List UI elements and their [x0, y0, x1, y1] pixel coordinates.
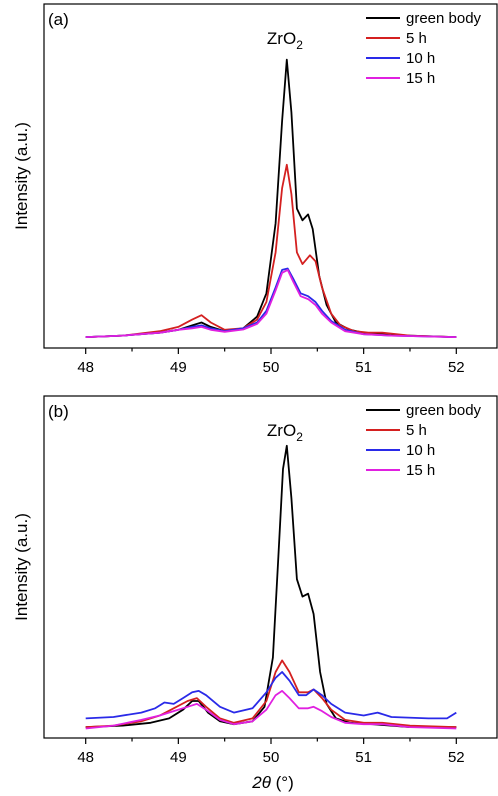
panel-label: (a) [48, 10, 69, 29]
series-line-10-h [85, 671, 457, 720]
peak-annotation: ZrO2 [267, 421, 303, 444]
series-line-5-h [85, 163, 457, 338]
series-line-green-body [85, 444, 457, 728]
x-axis-title: 2θ (°) [251, 773, 294, 792]
panel-a: 48 49 50 51 52 Intensity (a.u.) (a) ZrO2 green b… [12, 3, 498, 376]
series-line-15-h [85, 690, 457, 730]
y-axis-title: Intensity (a.u.) [12, 122, 31, 230]
series-line-green-body [85, 58, 457, 338]
x-axis-unit: (°) [271, 773, 294, 792]
peak-annotation: ZrO2 [267, 29, 303, 52]
y-axis-title: Intensity (a.u.) [12, 513, 31, 621]
x-tick-label: 51 [355, 749, 372, 766]
x-tick-label: 49 [170, 749, 187, 766]
legend-label: 10 h [406, 50, 435, 67]
legend-label: 15 h [406, 462, 435, 479]
panel-b: 48 49 50 51 52 Intensity (a.u.) (b) ZrO2 green b… [12, 395, 498, 766]
x-tick-label: 51 [355, 359, 372, 376]
x-tick-label: 50 [263, 359, 280, 376]
legend-label: 15 h [406, 70, 435, 87]
x-tick-label: 52 [448, 359, 465, 376]
series-line-5-h [85, 659, 457, 728]
legend-label: 10 h [406, 442, 435, 459]
x-axis-symbol: 2θ [251, 773, 271, 792]
legend-label: green body [406, 402, 482, 419]
legend-label: 5 h [406, 30, 427, 47]
x-tick-label: 48 [77, 359, 94, 376]
panel-label: (b) [48, 402, 69, 421]
legend-label: 5 h [406, 422, 427, 439]
series-line-10-h [85, 267, 457, 338]
x-tick-label: 52 [448, 749, 465, 766]
x-tick-label: 50 [263, 749, 280, 766]
series-line-15-h [85, 269, 457, 338]
x-tick-label: 48 [77, 749, 94, 766]
x-tick-label: 49 [170, 359, 187, 376]
legend-label: green body [406, 10, 482, 27]
